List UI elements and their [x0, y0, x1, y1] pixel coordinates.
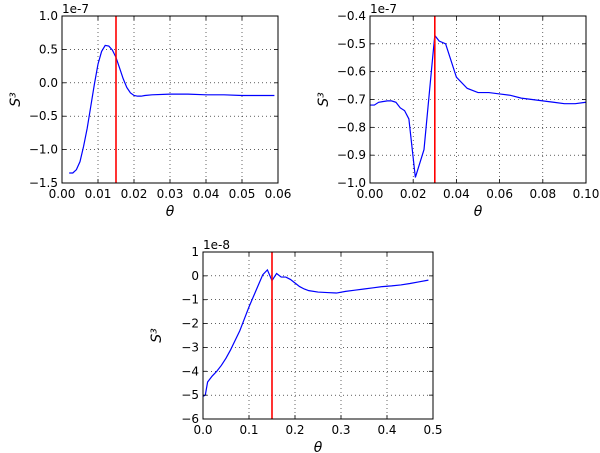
y-tick-label: −0.4 [337, 9, 366, 23]
x-tick-label: 0.00 [49, 187, 76, 201]
y-tick-label: −0.9 [337, 148, 366, 162]
y-tick-label: 0 [191, 269, 199, 283]
y-tick-label: −5 [181, 388, 199, 402]
series-line-1 [202, 268, 429, 397]
axes-frame [61, 15, 279, 184]
x-tick-label: 0.00 [357, 187, 384, 201]
x-tick-label: 0.3 [331, 423, 350, 437]
subplot-2: 0.00 0.02 0.04 0.06 0.08 0.10 −1.0 −0.9 −0.8 −0.7… [316, 2, 599, 220]
x-tick-label: 0.02 [400, 187, 427, 201]
y-tick-label: −1.0 [29, 143, 58, 157]
subplot-1: 0.00 0.01 0.02 0.03 0.04 0.05 0.06 −1.5 −1.0 −0.5… [8, 2, 291, 220]
x-tick-label: 0.05 [229, 187, 256, 201]
y-tick-label: −6 [181, 412, 199, 426]
y-tick-label: 1.0 [39, 9, 58, 23]
x-tick-label: 0.1 [239, 423, 258, 437]
series-line-1 [69, 44, 275, 174]
x-tick-label: 0.5 [423, 423, 442, 437]
y-tick-label: −1 [181, 293, 199, 307]
x-tick-label: 0.0 [193, 423, 212, 437]
y-tick-label: −0.7 [337, 93, 366, 107]
y-offset-text: 1e-7 [370, 2, 397, 16]
x-tick-label: 0.02 [121, 187, 148, 201]
y-offset-text: 1e-8 [203, 238, 230, 252]
y-tick-label: −1.5 [29, 176, 58, 190]
y-tick-label: −0.6 [337, 65, 366, 79]
y-axis-label: S³ [149, 328, 165, 343]
y-offset-text: 1e-7 [62, 2, 89, 16]
subplot-3: 0.0 0.1 0.2 0.3 0.4 0.5 −6 −5 −4 −3 −2 −1 0 1 1e-8 θ S³ [149, 238, 443, 453]
y-tick-label: −1.0 [337, 176, 366, 190]
x-tick-label: 0.2 [285, 423, 304, 437]
x-tick-label: 0.01 [85, 187, 112, 201]
y-axis-label: S³ [8, 92, 24, 107]
y-tick-label: −3 [181, 340, 199, 354]
series-line-1 [370, 33, 587, 178]
x-axis-label: θ [474, 204, 483, 220]
y-tick-label: 1 [191, 245, 199, 259]
x-tick-label: 0.06 [486, 187, 513, 201]
y-axis-label: S³ [316, 92, 332, 107]
x-tick-label: 0.06 [265, 187, 292, 201]
y-tick-label: −0.5 [337, 37, 366, 51]
x-axis-label: θ [314, 440, 323, 453]
x-tick-label: 0.10 [573, 187, 600, 201]
x-tick-label: 0.03 [157, 187, 184, 201]
x-tick-label: 0.08 [529, 187, 556, 201]
axes-frame [202, 251, 434, 420]
y-tick-label: 0.5 [39, 42, 58, 56]
x-axis-label: θ [166, 204, 175, 220]
x-tick-label: 0.04 [193, 187, 220, 201]
x-tick-label: 0.4 [377, 423, 396, 437]
y-tick-label: 0.0 [39, 76, 58, 90]
x-tick-label: 0.04 [443, 187, 470, 201]
y-tick-label: −2 [181, 317, 199, 331]
y-tick-label: −0.8 [337, 120, 366, 134]
y-tick-label: −4 [181, 364, 199, 378]
y-tick-label: −0.5 [29, 109, 58, 123]
